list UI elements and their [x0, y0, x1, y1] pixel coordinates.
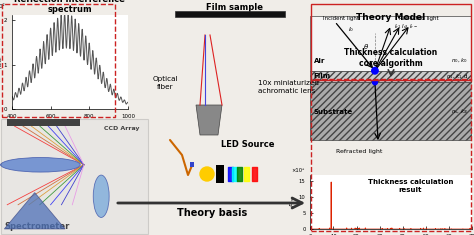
Title: Reflection interference
spectrum: Reflection interference spectrum: [15, 0, 125, 15]
Text: $I_0$: $I_0$: [347, 25, 354, 34]
Text: $n_s$, $ks$: $n_s$, $ks$: [451, 107, 468, 116]
Text: $n_0$, $k_0$: $n_0$, $k_0$: [451, 56, 468, 65]
Text: Refracted light: Refracted light: [336, 149, 382, 154]
Text: Theory Model: Theory Model: [356, 13, 426, 22]
Bar: [216, 165, 224, 183]
Bar: [310, 71, 472, 82]
Polygon shape: [4, 193, 65, 229]
Text: ×10²: ×10²: [0, 4, 5, 9]
Text: CCD Array: CCD Array: [104, 126, 139, 131]
Text: Theory basis: Theory basis: [177, 208, 247, 218]
Bar: [190, 162, 194, 167]
Text: 10x miniaturized
achromatic lens: 10x miniaturized achromatic lens: [258, 80, 319, 94]
Polygon shape: [196, 105, 222, 135]
Text: Optical
fiber: Optical fiber: [152, 76, 178, 90]
Text: θ: θ: [364, 44, 368, 50]
Text: Film: Film: [314, 74, 331, 79]
Bar: [310, 16, 472, 71]
Y-axis label: Spectral
Intensity
/a.u.: Spectral Intensity /a.u.: [0, 51, 2, 74]
Bar: [311, 4, 471, 80]
Text: Reflected light: Reflected light: [399, 16, 439, 21]
Text: $I_{r1}$ $I_{r2}$ $I_{r-}$: $I_{r1}$ $I_{r2}$ $I_{r-}$: [394, 22, 418, 31]
Text: Thickness calculation
core algorithm: Thickness calculation core algorithm: [345, 48, 438, 68]
Circle shape: [372, 67, 378, 74]
Circle shape: [373, 80, 377, 85]
Bar: [311, 79, 471, 231]
Circle shape: [200, 167, 214, 181]
Text: Air: Air: [314, 58, 325, 64]
Bar: [2, 4, 115, 117]
Text: $n_1$, $k_1$ d: $n_1$, $k_1$ d: [447, 72, 468, 81]
Bar: [1, 119, 148, 234]
Text: Film sample: Film sample: [207, 3, 264, 12]
Ellipse shape: [93, 175, 109, 217]
Text: Spectrometer: Spectrometer: [4, 222, 70, 231]
Text: LED Source: LED Source: [221, 140, 275, 149]
Text: Thickness calculation
result: Thickness calculation result: [368, 179, 453, 193]
Polygon shape: [175, 11, 285, 17]
Text: Incident light: Incident light: [323, 16, 359, 21]
Y-axis label: $P_{cs}$: $P_{cs}$: [289, 197, 298, 207]
Bar: [7, 119, 80, 126]
Bar: [310, 82, 472, 140]
Text: Substrate: Substrate: [314, 109, 353, 115]
Ellipse shape: [1, 157, 80, 172]
Text: ×10⁶: ×10⁶: [291, 168, 304, 173]
